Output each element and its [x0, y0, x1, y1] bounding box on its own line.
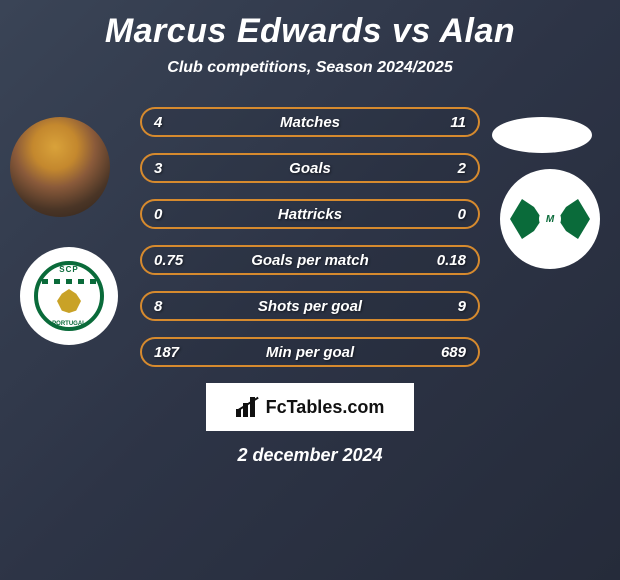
branding-link[interactable]: FcTables.com [206, 383, 414, 431]
club-right-badge: M [500, 169, 600, 269]
footer-date: 2 december 2024 [0, 445, 620, 466]
stat-right-value: 2 [458, 160, 466, 177]
club-left-code: SCP [59, 265, 78, 274]
stat-right-value: 689 [441, 344, 466, 361]
moreirense-logo-icon: M [510, 199, 590, 239]
stat-label: Min per goal [142, 344, 478, 361]
club-left-badge: SCP PORTUGAL [20, 247, 118, 345]
player-right-avatar [492, 117, 592, 153]
stat-label: Goals per match [142, 252, 478, 269]
page-title: Marcus Edwards vs Alan [0, 0, 620, 51]
club-left-lower: PORTUGAL [52, 321, 86, 327]
page-subtitle: Club competitions, Season 2024/2025 [0, 59, 620, 77]
stat-row-shots-per-goal: 8 Shots per goal 9 [140, 291, 480, 321]
stat-row-goals-per-match: 0.75 Goals per match 0.18 [140, 245, 480, 275]
stat-right-value: 0 [458, 206, 466, 223]
stats-column: 4 Matches 11 3 Goals 2 0 Hattricks 0 0.7… [140, 107, 480, 367]
stat-label: Hattricks [142, 206, 478, 223]
stat-left-value: 0 [154, 206, 162, 223]
fctables-logo-icon [236, 397, 260, 417]
stat-right-value: 11 [450, 114, 466, 131]
stat-left-value: 187 [154, 344, 179, 361]
stat-row-matches: 4 Matches 11 [140, 107, 480, 137]
club-right-initial: M [539, 208, 561, 230]
stat-left-value: 3 [154, 160, 162, 177]
player-left-avatar [10, 117, 110, 217]
stat-label: Shots per goal [142, 298, 478, 315]
stat-right-value: 9 [458, 298, 466, 315]
stat-label: Matches [142, 114, 478, 131]
stat-row-goals: 3 Goals 2 [140, 153, 480, 183]
sporting-logo-icon: SCP PORTUGAL [34, 261, 104, 331]
stat-row-hattricks: 0 Hattricks 0 [140, 199, 480, 229]
stat-row-min-per-goal: 187 Min per goal 689 [140, 337, 480, 367]
stat-label: Goals [142, 160, 478, 177]
branding-text: FcTables.com [266, 397, 385, 418]
stat-right-value: 0.18 [437, 252, 466, 269]
stat-left-value: 0.75 [154, 252, 183, 269]
stat-left-value: 4 [154, 114, 162, 131]
comparison-area: SCP PORTUGAL M 4 Matches 11 3 Goals 2 0 … [0, 107, 620, 466]
stat-left-value: 8 [154, 298, 162, 315]
